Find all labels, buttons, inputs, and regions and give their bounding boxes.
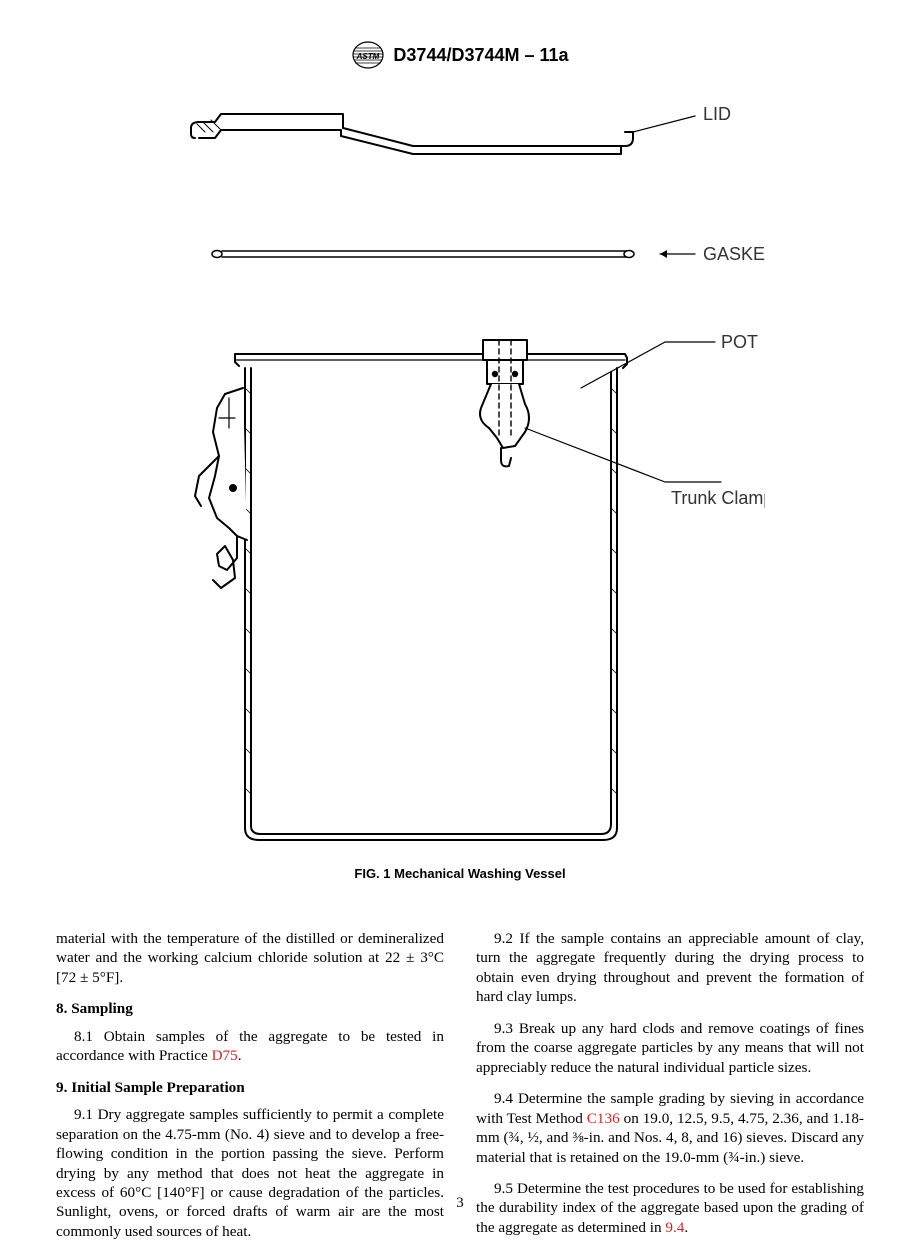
- para-9-5b: .: [684, 1219, 688, 1236]
- para-9-4: 9.4 Determine the sample grading by siev…: [476, 1089, 864, 1167]
- para-8-1a: 8.1 Obtain samples of the aggregate to b…: [56, 1028, 444, 1064]
- para-8-1b: .: [238, 1047, 242, 1064]
- label-lid: LID: [703, 104, 731, 124]
- doc-number: D3744/D3744M – 11a: [393, 45, 568, 66]
- link-c136[interactable]: C136: [587, 1110, 620, 1127]
- para-9-2: 9.2 If the sample contains an appreciabl…: [476, 929, 864, 1007]
- label-pot: POT: [721, 332, 758, 352]
- para-cont: material with the temperature of the dis…: [56, 929, 444, 987]
- astm-logo-icon: ASTM: [351, 40, 385, 70]
- figure-caption: FIG. 1 Mechanical Washing Vessel: [56, 866, 864, 881]
- gasket-drawing: [212, 251, 634, 258]
- para-9-3: 9.3 Break up any hard clods and remove c…: [476, 1019, 864, 1077]
- para-8-1: 8.1 Obtain samples of the aggregate to b…: [56, 1027, 444, 1066]
- pot-drawing: [235, 354, 627, 840]
- label-gasket: GASKET: [703, 244, 765, 264]
- label-trunk-clamps: Trunk Clamps: [671, 488, 765, 508]
- trunk-clamp-left: [195, 388, 247, 588]
- link-9-4[interactable]: 9.4: [665, 1219, 684, 1236]
- figure-1: LID GASKET POT Trunk Clamps: [155, 88, 765, 858]
- para-9-1: 9.1 Dry aggregate samples sufficiently t…: [56, 1105, 444, 1241]
- doc-header: ASTM D3744/D3744M – 11a: [56, 40, 864, 70]
- section-9-head: 9. Initial Sample Preparation: [56, 1078, 444, 1097]
- trunk-clamp-right: [480, 340, 529, 466]
- svg-text:ASTM: ASTM: [356, 52, 380, 61]
- page-number: 3: [0, 1195, 920, 1212]
- section-8-head: 8. Sampling: [56, 999, 444, 1018]
- lid-drawing: [191, 114, 633, 154]
- link-d75[interactable]: D75: [212, 1047, 238, 1064]
